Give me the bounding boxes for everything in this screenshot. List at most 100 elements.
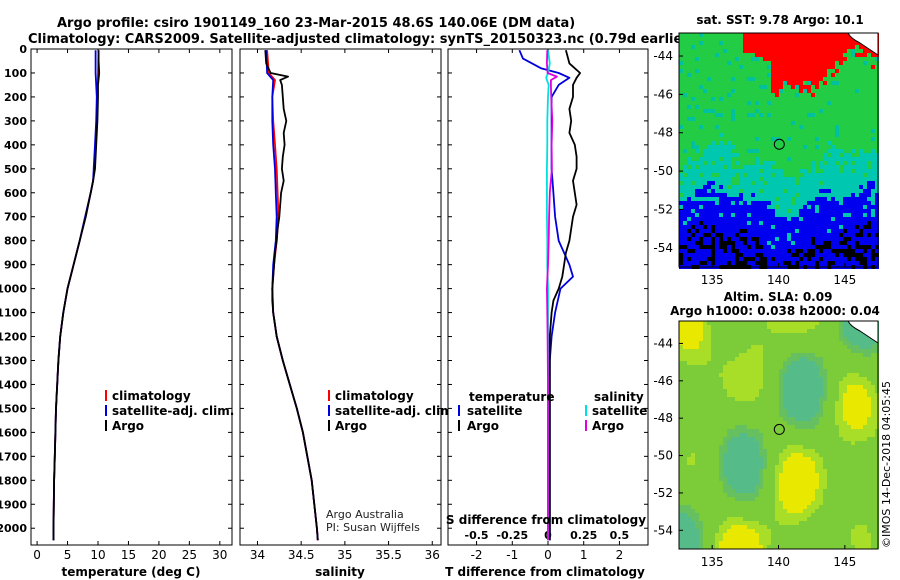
map-cell <box>847 445 851 449</box>
map-cell <box>855 389 859 393</box>
map-cell <box>827 41 831 45</box>
map-cell <box>691 185 695 189</box>
map-cell <box>711 37 715 41</box>
map-cell <box>823 261 827 265</box>
map-cell <box>847 49 851 53</box>
map-cell <box>763 341 767 345</box>
map-cell <box>859 137 863 141</box>
map-cell <box>723 45 727 49</box>
map-cell <box>751 433 755 437</box>
map-cell <box>823 49 827 53</box>
map-cell <box>699 325 703 329</box>
map-cell <box>875 201 879 205</box>
map-cell <box>851 385 855 389</box>
map-cell <box>807 433 811 437</box>
map-cell <box>827 137 831 141</box>
map-cell <box>807 193 811 197</box>
map-cell <box>783 329 787 333</box>
map-cell <box>803 197 807 201</box>
map-cell <box>791 117 795 121</box>
map-cell <box>687 377 691 381</box>
map-cell <box>799 433 803 437</box>
map-cell <box>867 261 871 265</box>
map-cell <box>827 241 831 245</box>
map-cell <box>755 321 759 325</box>
map-cell <box>707 245 711 249</box>
map-cell <box>779 81 783 85</box>
map-cell <box>803 141 807 145</box>
map-cell <box>783 149 787 153</box>
map-cell <box>743 145 747 149</box>
map-cell <box>699 237 703 241</box>
map-cell <box>767 365 771 369</box>
map-cell <box>755 201 759 205</box>
map-cell <box>695 81 699 85</box>
map-cell <box>691 345 695 349</box>
map-cell <box>719 165 723 169</box>
map-cell <box>807 373 811 377</box>
map-cell <box>795 125 799 129</box>
map-cell <box>783 261 787 265</box>
map-cell <box>695 425 699 429</box>
map-cell <box>807 133 811 137</box>
map-cell <box>815 357 819 361</box>
map-cell <box>683 385 687 389</box>
map-cell <box>695 441 699 445</box>
map-cell <box>875 89 879 93</box>
map-cell <box>863 221 867 225</box>
map-cell <box>771 237 775 241</box>
map-cell <box>719 73 723 77</box>
map-cell <box>763 321 767 325</box>
map-cell <box>855 189 859 193</box>
map-cell <box>711 461 715 465</box>
map-cell <box>827 201 831 205</box>
map-cell <box>807 341 811 345</box>
map-cell <box>759 457 763 461</box>
map-cell <box>683 353 687 357</box>
map-cell <box>767 349 771 353</box>
map-cell <box>807 149 811 153</box>
map-cell <box>723 101 727 105</box>
map-cell <box>811 405 815 409</box>
map-cell <box>747 65 751 69</box>
map-cell <box>871 217 875 221</box>
map-cell <box>815 349 819 353</box>
map-cell <box>751 453 755 457</box>
map-cell <box>735 393 739 397</box>
map-cell <box>687 129 691 133</box>
map-cell <box>835 233 839 237</box>
map-cell <box>695 449 699 453</box>
map-cell <box>707 93 711 97</box>
map-cell <box>815 93 819 97</box>
map-cell <box>739 237 743 241</box>
map-cell <box>827 77 831 81</box>
map-cell <box>763 205 767 209</box>
map-cell <box>815 181 819 185</box>
map-cell <box>775 125 779 129</box>
map-cell <box>843 441 847 445</box>
map-cell <box>763 81 767 85</box>
map-cell <box>711 41 715 45</box>
map-cell <box>763 113 767 117</box>
map-cell <box>875 197 879 201</box>
map-cell <box>811 385 815 389</box>
map-cell <box>819 117 823 121</box>
map-cell <box>787 357 791 361</box>
map-cell <box>847 417 851 421</box>
legend-label-argo: Argo <box>335 419 367 433</box>
map-cell <box>735 121 739 125</box>
map-cell <box>871 113 875 117</box>
map-cell <box>707 193 711 197</box>
map-cell <box>683 421 687 425</box>
map-cell <box>855 125 859 129</box>
map-cell <box>851 89 855 93</box>
map-cell <box>687 153 691 157</box>
legend-label-satellite: satellite-adj. clim. <box>112 404 234 418</box>
map-cell <box>859 133 863 137</box>
map-cell <box>715 73 719 77</box>
map-cell <box>687 97 691 101</box>
map-cell <box>819 441 823 445</box>
map-cell <box>723 133 727 137</box>
map-cell <box>707 213 711 217</box>
map-cell <box>823 117 827 121</box>
